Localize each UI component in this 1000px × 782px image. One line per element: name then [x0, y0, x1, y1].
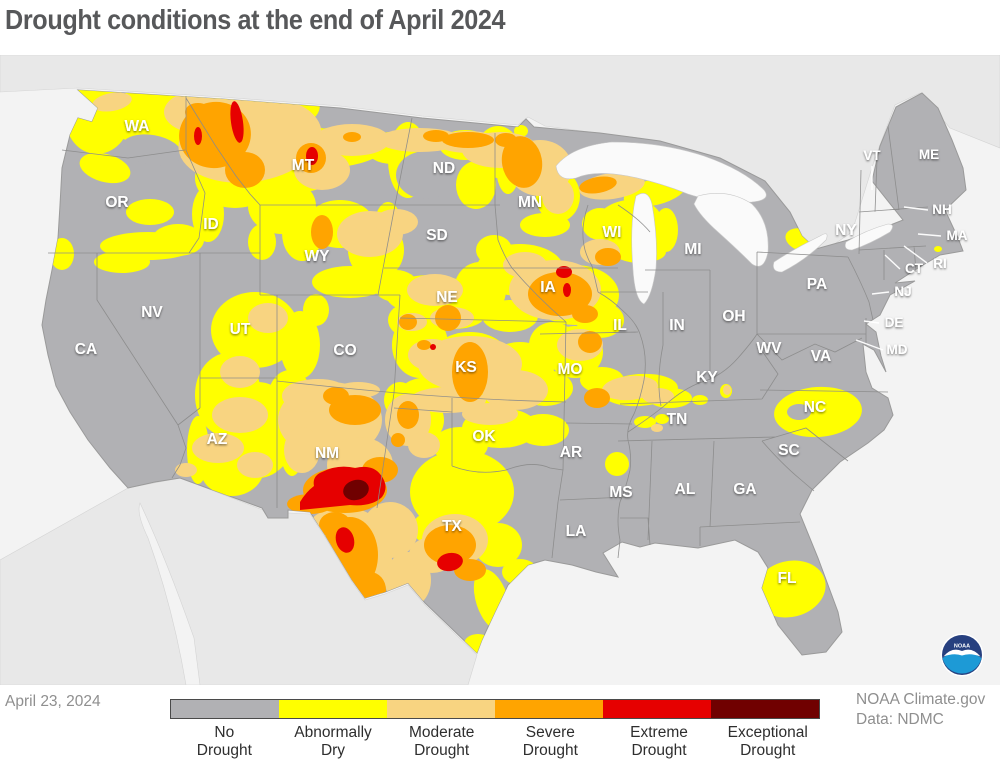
state-label-IL: IL — [613, 317, 627, 334]
legend-swatch-severe_drought — [495, 700, 603, 718]
map-canvas: WA OR CA NV ID MT WY UT CO AZ NM ND SD NE KS OK TX MN IA MO… — [0, 54, 1000, 686]
state-label-OH: OH — [722, 308, 745, 325]
state-label-IA: IA — [540, 279, 556, 296]
state-label-ID: ID — [203, 216, 219, 233]
legend-swatch-moderate_drought — [387, 700, 495, 718]
state-label-NH: NH — [932, 202, 952, 217]
state-label-TX: TX — [442, 518, 462, 535]
state-label-LA: LA — [566, 523, 587, 540]
state-label-DE: DE — [885, 315, 904, 330]
state-label-OR: OR — [105, 194, 128, 211]
state-label-VT: VT — [863, 148, 881, 163]
state-label-WA: WA — [125, 118, 150, 135]
state-label-ME: ME — [919, 147, 939, 162]
credits: NOAA Climate.gov Data: NDMC — [856, 690, 985, 730]
legend-swatch-abnormally_dry — [279, 700, 387, 718]
state-label-AL: AL — [675, 481, 696, 498]
legend-swatch-extreme_drought — [603, 700, 711, 718]
date-label: April 23, 2024 — [5, 693, 101, 710]
state-labels: WA OR CA NV ID MT WY UT CO AZ NM ND SD NE KS OK TX MN IA MO… — [75, 118, 968, 587]
state-label-OK: OK — [472, 428, 496, 445]
state-label-NC: NC — [804, 399, 826, 416]
state-label-NE: NE — [436, 289, 458, 306]
us-drought-map: WA OR CA NV ID MT WY UT CO AZ NM ND SD NE KS OK TX MN IA MO… — [0, 54, 1000, 686]
state-label-ND: ND — [433, 160, 455, 177]
footer: April 23, 2024 No Drought Abnormally Dry Mod… — [0, 685, 1000, 782]
state-label-VA: VA — [811, 348, 831, 365]
state-label-KS: KS — [455, 359, 477, 376]
state-label-NY: NY — [835, 222, 857, 239]
legend-labels: No Drought Abnormally Dry Moderate Drought Sev… — [170, 724, 822, 760]
small-state-leader-lines — [855, 166, 942, 351]
legend-label-extreme_drought: Extreme Drought — [630, 724, 688, 759]
state-label-UT: UT — [230, 321, 251, 338]
credit-source: NOAA Climate.gov — [856, 691, 986, 708]
page-title: Drought conditions at the end of April 2… — [5, 4, 506, 35]
state-label-NM: NM — [315, 445, 339, 462]
noaa-logo-text: NOAA — [954, 644, 970, 650]
legend-label-exceptional_drought: Exceptional Drought — [727, 724, 808, 759]
state-label-WY: WY — [305, 248, 331, 265]
state-label-MN: MN — [518, 194, 542, 211]
state-label-SD: SD — [426, 227, 448, 244]
state-label-MT: MT — [292, 157, 315, 174]
legend-label-severe_drought: Severe Drought — [522, 724, 578, 759]
state-label-MD: MD — [887, 342, 908, 357]
state-label-CO: CO — [333, 342, 356, 359]
noaa-logo: NOAA — [940, 633, 984, 677]
state-label-FL: FL — [778, 570, 797, 587]
noaa-gull-icon — [943, 649, 981, 657]
state-label-SC: SC — [778, 442, 800, 459]
state-label-PA: PA — [807, 276, 827, 293]
state-label-RI: RI — [933, 256, 947, 271]
state-label-NV: NV — [141, 304, 163, 321]
legend-label-no_drought: No Drought — [196, 724, 252, 759]
state-label-AZ: AZ — [207, 431, 228, 448]
great-lakes — [555, 141, 893, 305]
legend-swatch-no_drought — [171, 700, 279, 718]
state-label-WI: WI — [603, 224, 622, 241]
drought-regions — [50, 90, 942, 654]
state-label-CT: CT — [905, 261, 924, 276]
state-label-NJ: NJ — [894, 284, 911, 299]
state-label-MI: MI — [684, 241, 701, 258]
state-borders — [48, 96, 929, 559]
legend-label-abnormally_dry: Abnormally Dry — [294, 724, 372, 759]
state-label-IN: IN — [669, 317, 685, 334]
state-label-TN: TN — [667, 411, 688, 428]
canada-mexico-land — [0, 54, 1000, 686]
legend-swatch-exceptional_drought — [711, 700, 819, 718]
legend-color-bar — [170, 699, 820, 719]
state-label-MO: MO — [558, 361, 583, 378]
credit-data: Data: NDMC — [856, 711, 944, 729]
state-label-GA: GA — [733, 481, 756, 498]
state-label-AR: AR — [560, 444, 582, 461]
state-label-KY: KY — [696, 369, 718, 386]
state-label-MS: MS — [609, 484, 632, 501]
state-label-CA: CA — [75, 341, 97, 358]
state-label-MA: MA — [947, 228, 968, 243]
drought-legend: No Drought Abnormally Dry Moderate Drought Sev… — [170, 699, 820, 760]
state-label-WV: WV — [757, 340, 783, 357]
legend-label-moderate_drought: Moderate Drought — [408, 724, 475, 759]
